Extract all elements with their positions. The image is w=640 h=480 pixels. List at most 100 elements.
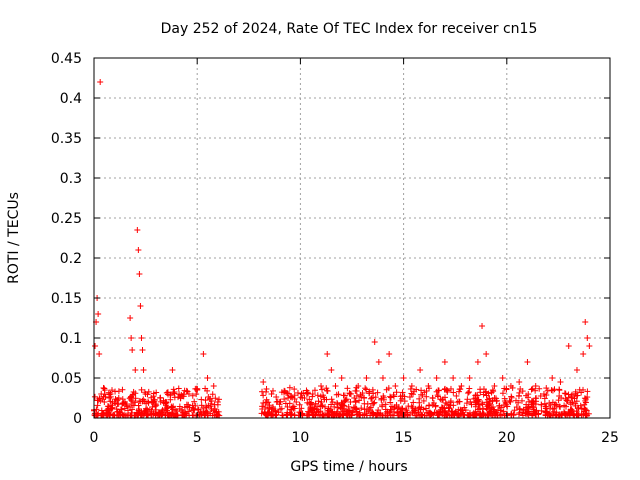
noise-point xyxy=(561,410,568,417)
noise-point xyxy=(282,400,289,407)
x-tick-labels: 0 5 10 15 20 25 xyxy=(90,430,619,446)
noise-point xyxy=(379,403,386,410)
noise-point xyxy=(117,412,124,419)
noise-point xyxy=(288,406,295,413)
noise-point xyxy=(160,399,167,406)
data-point xyxy=(580,351,587,357)
data-point xyxy=(338,375,345,381)
noise-point xyxy=(319,386,326,393)
y-tick-label: 0.2 xyxy=(60,251,82,267)
noise-point xyxy=(349,408,356,415)
noise-point xyxy=(277,398,284,405)
noise-point xyxy=(101,385,108,392)
noise-point xyxy=(480,391,487,398)
noise-point xyxy=(334,400,341,407)
noise-point xyxy=(543,409,550,416)
noise-point xyxy=(112,388,119,395)
y-tick-label: 0.4 xyxy=(60,91,82,107)
data-point xyxy=(268,391,275,397)
noise-point xyxy=(528,386,535,393)
noise-point xyxy=(408,390,415,397)
y-tick-label: 0.3 xyxy=(60,171,82,187)
noise-point xyxy=(581,405,588,412)
noise-point xyxy=(397,409,404,416)
noise-point xyxy=(202,397,209,404)
noise-point xyxy=(325,407,332,414)
noise-point xyxy=(107,398,114,405)
noise-point xyxy=(479,400,486,407)
noise-point xyxy=(496,402,503,409)
noise-point xyxy=(409,391,416,398)
noise-point xyxy=(363,386,370,393)
noise-point xyxy=(501,395,508,402)
data-point xyxy=(324,351,331,357)
noise-point xyxy=(486,395,493,402)
data-point xyxy=(375,359,382,365)
noise-point xyxy=(518,397,525,404)
noise-point xyxy=(145,388,152,395)
noise-point xyxy=(335,391,342,398)
noise-point xyxy=(470,412,477,419)
noise-point xyxy=(353,392,360,399)
data-point xyxy=(483,351,490,357)
noise-point xyxy=(423,388,430,395)
noise-point xyxy=(480,411,487,418)
noise-point xyxy=(445,404,452,411)
noise-point xyxy=(198,396,205,403)
noise-point xyxy=(164,389,171,396)
noise-point xyxy=(528,401,535,408)
noise-point xyxy=(508,411,515,418)
axis-ticks xyxy=(93,57,611,419)
noise-point xyxy=(543,385,550,392)
noise-point xyxy=(457,406,464,413)
noise-point xyxy=(312,400,319,407)
x-tick-label: 10 xyxy=(291,430,309,446)
noise-point xyxy=(120,400,127,407)
noise-point xyxy=(486,401,493,408)
noise-point xyxy=(581,408,588,415)
noise-point xyxy=(561,402,568,409)
noise-point xyxy=(346,390,353,397)
noise-point xyxy=(547,401,554,408)
y-axis-label: ROTI / TECUs xyxy=(6,192,22,284)
noise-point xyxy=(152,401,159,408)
noise-point xyxy=(153,389,160,396)
noise-point xyxy=(329,399,336,406)
noise-point xyxy=(551,386,558,393)
noise-point xyxy=(530,404,537,411)
noise-point xyxy=(409,410,416,417)
noise-point xyxy=(507,398,514,405)
data-point xyxy=(132,367,139,373)
noise-point xyxy=(141,398,148,405)
noise-point xyxy=(100,393,107,400)
noise-point xyxy=(413,386,420,393)
noise-point xyxy=(393,389,400,396)
noise-point xyxy=(463,400,470,407)
noise-point xyxy=(209,391,216,398)
noise-point xyxy=(176,403,183,410)
noise-point xyxy=(386,409,393,416)
noise-point xyxy=(347,398,354,405)
noise-point xyxy=(584,388,591,395)
noise-point xyxy=(556,403,563,410)
noise-point xyxy=(127,404,134,411)
noise-point xyxy=(529,385,536,392)
noise-point xyxy=(105,411,112,418)
noise-point xyxy=(181,387,188,394)
y-tick-labels: 0 0.05 0.1 0.15 0.2 0.25 0.3 0.35 0.4 0.45 xyxy=(51,51,82,427)
noise-point xyxy=(278,405,285,412)
noise-point xyxy=(456,412,463,419)
noise-point xyxy=(391,405,398,412)
noise-point xyxy=(145,399,152,406)
data-point xyxy=(458,383,465,389)
noise-point xyxy=(273,394,280,401)
noise-point xyxy=(286,384,293,391)
data-point xyxy=(92,343,99,349)
noise-point xyxy=(443,401,450,408)
noise-point xyxy=(374,389,381,396)
data-point xyxy=(386,351,393,357)
noise-point xyxy=(294,389,301,396)
x-tick-label: 5 xyxy=(193,430,202,446)
noise-point xyxy=(464,390,471,397)
